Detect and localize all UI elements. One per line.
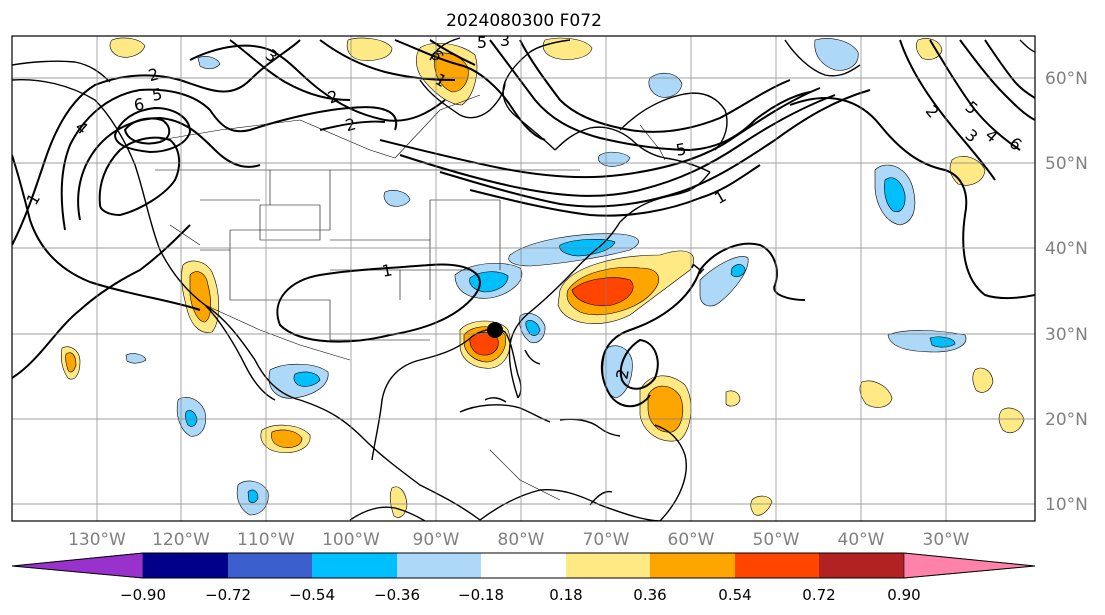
colorbar-tick-label: 0.54: [718, 586, 751, 604]
latitude-label: 40°N: [1045, 239, 1088, 259]
colorbar-tick-label: −0.54: [289, 586, 335, 604]
colorbar-tick-label: 0.90: [887, 586, 920, 604]
colorbar-segment: [566, 553, 650, 578]
latitude-label: 10°N: [1045, 495, 1088, 515]
latitude-label: 20°N: [1045, 410, 1088, 430]
colorbar-tick-label: 0.18: [549, 586, 582, 604]
longitude-label: 80°W: [498, 530, 545, 550]
contour-label: 6: [132, 94, 145, 114]
colorbar-segment: [903, 552, 1036, 579]
colorbar-segment: [228, 553, 312, 578]
colorbar-segment: [650, 553, 735, 578]
contour-label: 5: [477, 33, 487, 52]
longitude-label: 40°W: [838, 530, 885, 550]
colorbar-tick-label: −0.72: [205, 586, 251, 604]
colorbar-segment: [819, 553, 904, 578]
colorbar-tick-label: −0.18: [458, 586, 504, 604]
colorbar-segment: [397, 553, 481, 578]
colorbar-segment: [143, 553, 228, 578]
colorbar-outline: [11, 552, 1036, 579]
longitude-label: 90°W: [413, 530, 460, 550]
colorbar-segment: [481, 553, 566, 578]
longitude-label: 110°W: [237, 530, 295, 550]
colorbar: [11, 552, 1036, 579]
latitude-label: 50°N: [1045, 154, 1088, 174]
longitude-label: 30°W: [923, 530, 970, 550]
graticule: [12, 36, 1035, 521]
longitude-label: 100°W: [322, 530, 380, 550]
latitude-axis-labels: 60°N 50°N 40°N 30°N 20°N 10°N: [1045, 69, 1088, 515]
storm-center-marker: [487, 322, 503, 338]
colorbar-tick-label: 0.72: [802, 586, 835, 604]
colorbar-tick-labels: −0.90 −0.72 −0.54 −0.36 −0.18 0.18 0.36 …: [120, 586, 921, 604]
colorbar-tick-label: −0.90: [120, 586, 166, 604]
contour-label: 5: [150, 84, 163, 104]
contour-label: 2: [146, 64, 161, 85]
longitude-axis-labels: 130°W 120°W 110°W 100°W 90°W 80°W 70°W 6…: [68, 530, 970, 550]
map-frame: [11, 35, 1036, 522]
longitude-label: 60°W: [668, 530, 715, 550]
longitude-label: 50°W: [753, 530, 800, 550]
longitude-label: 120°W: [152, 530, 210, 550]
contour-label: 2: [612, 367, 632, 380]
colorbar-segment: [735, 553, 819, 578]
longitude-label: 130°W: [68, 530, 126, 550]
latitude-label: 30°N: [1045, 325, 1088, 345]
map-title: 2024080300 F072: [446, 11, 602, 31]
contour-label: 1: [380, 260, 393, 280]
colorbar-tick-label: 0.36: [633, 586, 666, 604]
colorbar-tick-label: −0.36: [374, 586, 420, 604]
colorbar-segment: [11, 552, 144, 579]
contour-label: 5: [674, 139, 687, 159]
latitude-label: 60°N: [1045, 69, 1088, 89]
colorbar-segment: [312, 553, 397, 578]
longitude-label: 70°W: [583, 530, 630, 550]
contour-lines: [12, 39, 1035, 408]
contour-label: 3: [500, 31, 510, 50]
map-area: 2 6 5 4 1 3 2 1 1 1 6 5 3 2 1 6 5 4 3 2 …: [12, 31, 1035, 521]
